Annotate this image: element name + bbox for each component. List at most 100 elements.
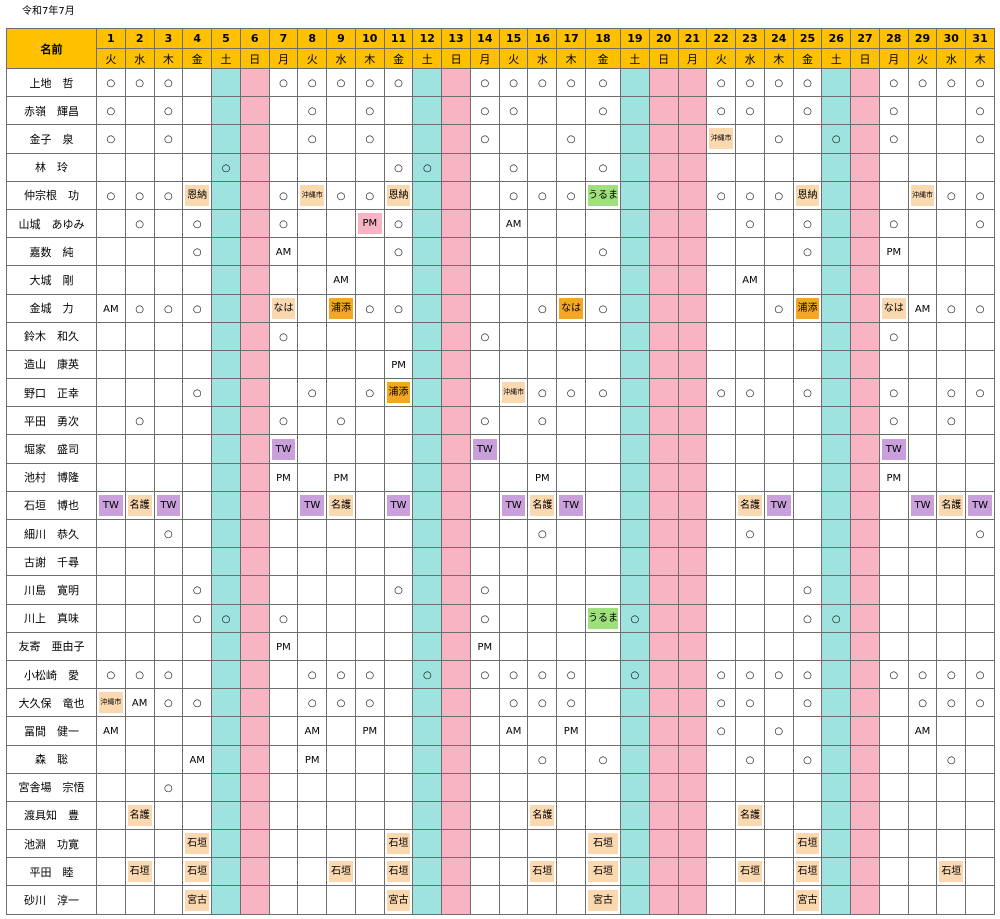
schedule-cell[interactable]: ○	[706, 716, 737, 746]
schedule-cell[interactable]	[706, 265, 737, 295]
schedule-cell[interactable]	[498, 885, 529, 915]
schedule-cell[interactable]	[96, 208, 126, 239]
schedule-cell[interactable]	[211, 180, 241, 210]
schedule-cell[interactable]: ○	[268, 180, 299, 210]
schedule-cell[interactable]: ○	[124, 67, 155, 98]
schedule-cell[interactable]: ○	[965, 67, 995, 98]
schedule-cell[interactable]	[936, 716, 967, 746]
schedule-cell[interactable]	[527, 829, 558, 859]
schedule-cell[interactable]: PM	[326, 462, 356, 492]
schedule-cell[interactable]: PM	[383, 349, 414, 380]
schedule-cell[interactable]	[585, 208, 622, 239]
schedule-cell[interactable]	[648, 631, 679, 661]
schedule-cell[interactable]	[907, 885, 938, 915]
schedule-cell[interactable]	[585, 349, 622, 380]
schedule-cell[interactable]: 名護	[936, 490, 967, 521]
schedule-cell[interactable]: ○	[297, 124, 328, 154]
schedule-cell[interactable]	[677, 378, 708, 408]
schedule-cell[interactable]: ○	[124, 180, 155, 210]
schedule-cell[interactable]	[620, 744, 650, 774]
schedule-cell[interactable]	[153, 716, 184, 746]
schedule-cell[interactable]: AM	[498, 716, 529, 746]
schedule-cell[interactable]	[412, 490, 443, 521]
schedule-cell[interactable]	[907, 265, 938, 295]
schedule-cell[interactable]	[965, 152, 995, 182]
schedule-cell[interactable]	[239, 829, 270, 859]
schedule-cell[interactable]	[556, 265, 587, 295]
schedule-cell[interactable]	[677, 829, 708, 859]
schedule-cell[interactable]	[878, 829, 909, 859]
schedule-cell[interactable]	[182, 631, 213, 661]
schedule-cell[interactable]	[412, 885, 443, 915]
schedule-cell[interactable]	[412, 349, 443, 380]
schedule-cell[interactable]	[268, 659, 299, 690]
schedule-cell[interactable]: ○	[585, 152, 622, 182]
schedule-cell[interactable]	[936, 237, 967, 267]
schedule-cell[interactable]	[297, 829, 328, 859]
schedule-cell[interactable]	[354, 434, 385, 464]
schedule-cell[interactable]	[441, 575, 471, 605]
schedule-cell[interactable]	[850, 124, 880, 154]
schedule-cell[interactable]	[153, 575, 184, 605]
schedule-cell[interactable]	[907, 800, 938, 831]
schedule-cell[interactable]	[182, 265, 213, 295]
schedule-cell[interactable]: 石垣	[124, 857, 155, 887]
schedule-cell[interactable]	[354, 631, 385, 661]
schedule-cell[interactable]	[239, 518, 270, 549]
schedule-cell[interactable]	[326, 885, 356, 915]
schedule-cell[interactable]: ○	[936, 406, 967, 436]
schedule-cell[interactable]	[648, 772, 679, 802]
schedule-cell[interactable]	[648, 800, 679, 831]
schedule-cell[interactable]	[441, 688, 471, 718]
schedule-cell[interactable]: ○	[469, 659, 500, 690]
schedule-cell[interactable]: ○	[268, 67, 299, 98]
schedule-cell[interactable]: TW	[878, 434, 909, 464]
schedule-cell[interactable]	[441, 631, 471, 661]
schedule-cell[interactable]: 石垣	[527, 857, 558, 887]
schedule-cell[interactable]	[648, 688, 679, 718]
schedule-cell[interactable]: ○	[792, 659, 823, 690]
schedule-cell[interactable]	[792, 434, 823, 464]
schedule-cell[interactable]	[965, 406, 995, 436]
schedule-cell[interactable]: ○	[412, 659, 443, 690]
schedule-cell[interactable]	[527, 152, 558, 182]
schedule-cell[interactable]	[441, 237, 471, 267]
schedule-cell[interactable]: TW	[498, 490, 529, 521]
schedule-cell[interactable]	[354, 772, 385, 802]
schedule-cell[interactable]	[354, 237, 385, 267]
schedule-cell[interactable]	[182, 67, 213, 98]
schedule-cell[interactable]	[469, 716, 500, 746]
schedule-cell[interactable]: 名護	[124, 490, 155, 521]
schedule-cell[interactable]	[326, 152, 356, 182]
schedule-cell[interactable]	[735, 349, 765, 380]
schedule-cell[interactable]	[677, 462, 708, 492]
schedule-cell[interactable]	[585, 772, 622, 802]
schedule-cell[interactable]: ○	[469, 321, 500, 351]
schedule-cell[interactable]	[556, 575, 587, 605]
schedule-cell[interactable]	[936, 603, 967, 633]
schedule-cell[interactable]: ○	[792, 96, 823, 126]
schedule-cell[interactable]	[498, 800, 529, 831]
schedule-cell[interactable]	[620, 321, 650, 351]
schedule-cell[interactable]	[763, 800, 794, 831]
schedule-cell[interactable]	[620, 575, 650, 605]
schedule-cell[interactable]	[527, 885, 558, 915]
schedule-cell[interactable]: ○	[585, 96, 622, 126]
schedule-cell[interactable]	[498, 237, 529, 267]
schedule-cell[interactable]: ○	[735, 67, 765, 98]
schedule-cell[interactable]: ○	[792, 575, 823, 605]
schedule-cell[interactable]	[620, 716, 650, 746]
schedule-cell[interactable]	[354, 800, 385, 831]
schedule-cell[interactable]	[498, 857, 529, 887]
schedule-cell[interactable]: ○	[706, 659, 737, 690]
schedule-cell[interactable]	[211, 800, 241, 831]
schedule-cell[interactable]	[383, 547, 414, 577]
schedule-cell[interactable]	[383, 659, 414, 690]
schedule-cell[interactable]	[706, 575, 737, 605]
schedule-cell[interactable]: ○	[965, 688, 995, 718]
schedule-cell[interactable]: ○	[936, 688, 967, 718]
schedule-cell[interactable]: ○	[907, 67, 938, 98]
schedule-cell[interactable]: ○	[965, 659, 995, 690]
schedule-cell[interactable]: ○	[965, 293, 995, 323]
schedule-cell[interactable]	[585, 462, 622, 492]
